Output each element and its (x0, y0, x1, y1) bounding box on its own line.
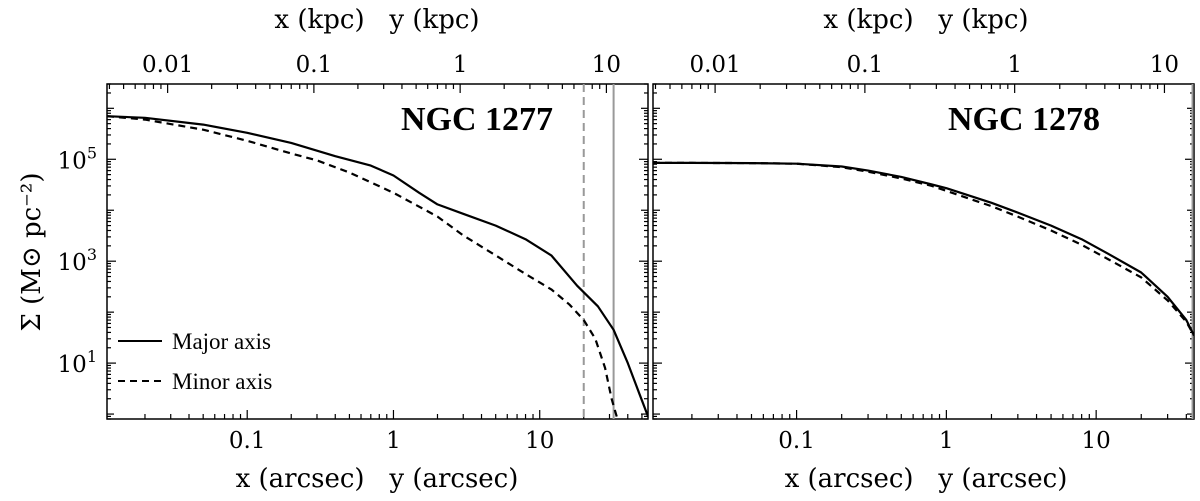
x-axis-label: x (arcsec) y (arcsec) (785, 464, 1068, 494)
y-axis-label: Σ (M⊙ pc⁻²) (17, 173, 47, 332)
x2-tick-label: 0.01 (689, 52, 740, 78)
x-tick-label: 0.1 (778, 428, 815, 454)
x2-axis-label: x (kpc) y (kpc) (274, 5, 479, 35)
plot-frame (652, 83, 1195, 420)
x2-tick-label: 0.1 (296, 52, 333, 78)
x2-axis-label: x (kpc) y (kpc) (823, 5, 1028, 35)
panel-title: NGC 1278 (948, 101, 1100, 138)
series-line-major (107, 115, 648, 417)
x2-tick-label: 0.01 (142, 52, 193, 78)
legend: Major axis Minor axis (118, 329, 272, 394)
x-axis-label: x (arcsec) y (arcsec) (236, 464, 519, 494)
x2-tick-label: 0.1 (847, 52, 884, 78)
panel-ngc1278: 0.1 1 10 0.01 0.1 1 10 NGC 1278 x (arcsec) y … (652, 5, 1195, 494)
series-line-minor (653, 161, 1194, 336)
x-tick-label: 1 (386, 428, 401, 454)
x2-tick-label: 1 (1007, 52, 1022, 78)
x-tick-label: 10 (525, 428, 554, 454)
panel-title: NGC 1277 (401, 101, 553, 138)
x-tick-label: 0.1 (229, 428, 266, 454)
series-line-major (653, 161, 1194, 336)
x-tick-label: 1 (939, 428, 954, 454)
y-tick-label: 105 (58, 143, 97, 174)
panel-ngc1277: 0.1 1 10 0.01 0.1 1 10 101 103 105 NGC 1277 x (… (17, 5, 649, 494)
x2-tick-label: 1 (453, 52, 468, 78)
x2-tick-label: 10 (1150, 52, 1179, 78)
y-tick-label: 103 (58, 245, 97, 276)
plot-frame (106, 83, 649, 420)
legend-label-major: Major axis (172, 329, 271, 354)
x-tick-label: 10 (1082, 428, 1111, 454)
y-tick-label: 101 (58, 347, 97, 378)
x2-tick-label: 10 (592, 52, 621, 78)
legend-label-minor: Minor axis (172, 369, 272, 394)
